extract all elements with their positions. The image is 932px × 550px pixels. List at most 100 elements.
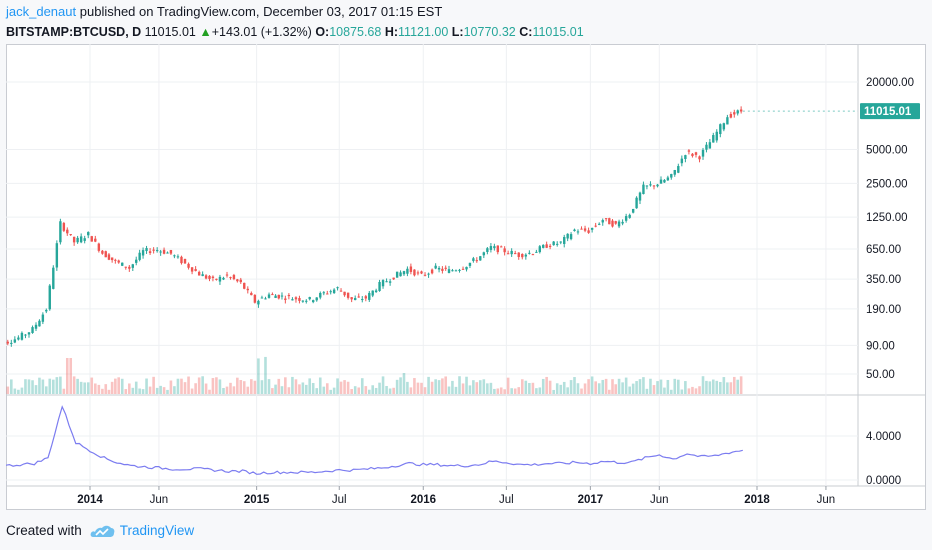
candle-body: [590, 227, 594, 230]
footer: Created with TradingView: [6, 522, 194, 540]
volume-bar: [413, 378, 416, 394]
volume-bar: [513, 388, 517, 394]
volume-bar: [218, 379, 222, 394]
time-tick-label: Jul: [499, 494, 514, 506]
candle-body: [155, 250, 159, 252]
volume-bar: [176, 378, 180, 394]
volume-bar: [183, 382, 187, 394]
volume-bar: [124, 389, 128, 394]
volume-bar: [628, 386, 631, 394]
volume-bar: [475, 382, 479, 394]
volume-bar: [656, 381, 659, 394]
candle-body: [698, 156, 701, 160]
candle-body: [514, 253, 517, 255]
candle-body: [243, 282, 246, 289]
volume-bar: [253, 380, 257, 394]
chart-canvas[interactable]: 20000.00 5000.00 2500.00 1250.00 650.00 350.0…: [6, 44, 926, 510]
candle-body: [34, 324, 38, 329]
candle-body: [461, 268, 465, 270]
close-label: C:: [519, 25, 533, 39]
candle-body: [392, 277, 395, 280]
candle-body: [420, 271, 423, 274]
candle-body: [69, 234, 72, 236]
candle-body: [41, 314, 45, 322]
tradingview-logo-icon[interactable]: [90, 523, 116, 539]
candle-body: [402, 271, 406, 275]
volume-bar: [601, 379, 605, 394]
volume-bar: [41, 379, 45, 394]
candle-body: [79, 236, 83, 243]
volume-bar: [322, 386, 326, 394]
volume-bar: [541, 378, 545, 394]
candle-body: [148, 251, 152, 254]
volume-bar: [493, 388, 496, 394]
volume-bar: [236, 377, 239, 394]
candle-body: [72, 236, 76, 243]
volume-bar: [62, 388, 66, 394]
candle-body: [638, 192, 642, 201]
candle-body: [736, 110, 739, 114]
candle-body: [739, 109, 743, 112]
candle-body: [346, 292, 350, 298]
volume-bar: [162, 387, 166, 394]
candle-body: [24, 334, 27, 336]
candle-body: [250, 292, 253, 296]
volume-bar: [388, 388, 392, 394]
volume-bar: [562, 381, 566, 394]
candle-body: [141, 250, 145, 256]
time-tick-label: Jul: [332, 494, 347, 506]
volume-bar: [367, 389, 371, 394]
time-tick-label: Jun: [650, 494, 669, 506]
volume-bar: [72, 376, 76, 394]
volume-bar: [357, 387, 361, 394]
volume-bar: [55, 377, 59, 394]
volume-bar: [499, 387, 503, 394]
volume-bar: [409, 387, 413, 394]
indicator-series: [6, 405, 743, 475]
volume-bar: [604, 378, 608, 394]
candle-body: [580, 228, 583, 230]
candle-body: [368, 292, 371, 300]
candle-body: [110, 257, 114, 261]
candle-body: [614, 221, 617, 224]
candle-body: [545, 244, 548, 248]
candle-body: [733, 112, 736, 115]
volume-bar: [117, 377, 121, 394]
candle-body: [66, 229, 69, 234]
candle-body: [104, 251, 107, 258]
volume-bar: [698, 386, 701, 394]
created-with-text: Created with: [6, 523, 82, 538]
time-tick-label: 2018: [744, 494, 770, 506]
candle-body: [645, 185, 649, 187]
volume-bar: [478, 380, 482, 394]
time-tick-label: 2014: [77, 494, 103, 506]
candle-body: [506, 253, 510, 255]
candle-body: [83, 238, 86, 241]
candle-body: [52, 267, 55, 289]
volume-bar: [381, 376, 385, 394]
candle-body: [277, 294, 280, 299]
author-link[interactable]: jack_denaut: [6, 4, 77, 19]
volume-bar: [311, 382, 315, 394]
candle-body: [173, 255, 176, 257]
volume-bar: [27, 379, 31, 394]
candle-body: [388, 281, 392, 283]
candle-body: [264, 298, 267, 300]
price-tick-label: 90.00: [866, 340, 895, 352]
volume-bar: [101, 388, 104, 394]
candle-body: [454, 270, 458, 272]
candle-body: [27, 332, 31, 335]
volume-bar: [580, 388, 583, 394]
candle-body: [332, 289, 336, 294]
tradingview-brand-link[interactable]: TradingView: [119, 523, 195, 538]
axis-layer: 20000.00 5000.00 2500.00 1250.00 650.00 350.0…: [77, 77, 920, 506]
candle-body: [517, 252, 520, 257]
volume-bar: [38, 377, 41, 394]
candle-body: [329, 291, 332, 293]
candle-body: [656, 184, 659, 187]
candle-body: [521, 253, 524, 258]
volume-bar: [611, 379, 614, 394]
candle-body: [336, 287, 339, 289]
candle-body: [437, 267, 441, 270]
volume-bar: [208, 389, 211, 394]
